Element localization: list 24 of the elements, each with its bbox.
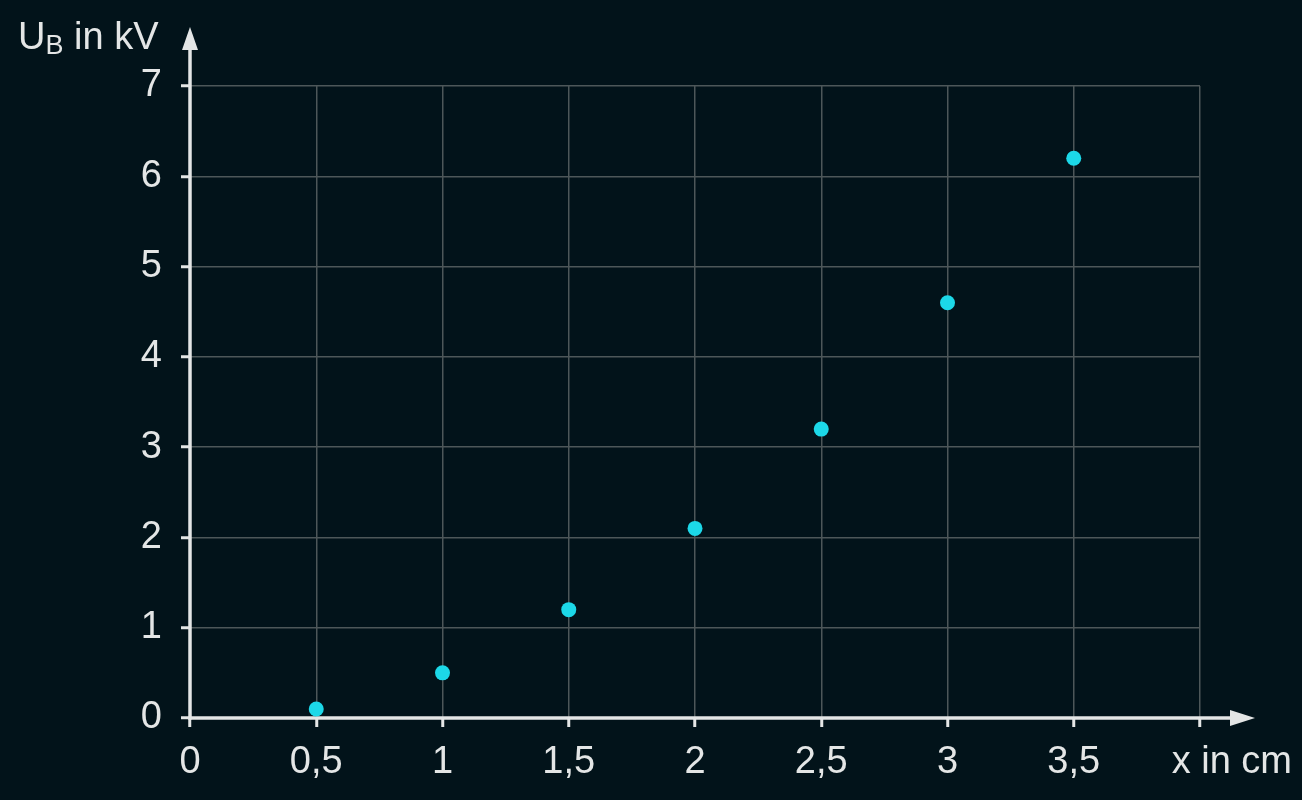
point xyxy=(940,295,955,311)
y-tick-label: 3 xyxy=(140,423,162,466)
point xyxy=(561,602,577,618)
y-tick-label: 6 xyxy=(140,152,162,195)
y-tick-label: 1 xyxy=(140,604,162,647)
y-tick-label: 4 xyxy=(140,333,162,376)
x-tick-label: 1,5 xyxy=(542,739,596,782)
x-tick-label: 0 xyxy=(179,739,201,782)
point xyxy=(435,665,450,681)
y-tick-label: 2 xyxy=(140,513,162,556)
x-tick-label: 3,5 xyxy=(1047,739,1101,782)
point xyxy=(308,701,324,717)
x-tick-label: 0,5 xyxy=(289,739,343,782)
point xyxy=(687,520,703,536)
y-tick-label: 7 xyxy=(140,62,162,105)
point xyxy=(813,421,829,437)
x-tick-label: 2 xyxy=(684,739,706,782)
x-tick-label: 2,5 xyxy=(794,739,848,782)
x-tick-label: 1 xyxy=(431,739,454,782)
x-axis-title: x in cm xyxy=(1171,739,1293,781)
x-tick-label: 3 xyxy=(936,739,959,782)
y-tick-label: 0 xyxy=(140,694,162,737)
point xyxy=(1066,150,1082,166)
y-tick-label: 5 xyxy=(140,243,162,286)
